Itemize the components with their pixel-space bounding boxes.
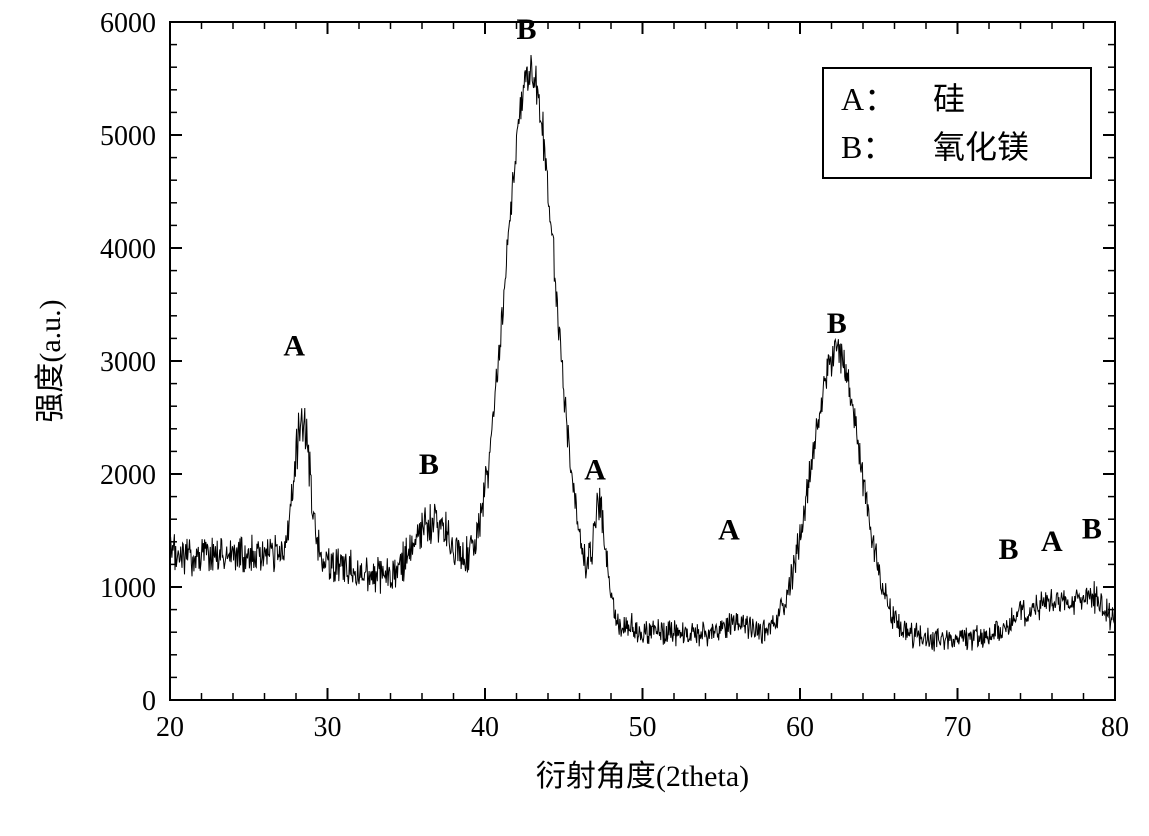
legend-value: 硅 (933, 81, 965, 117)
x-tick-label: 30 (314, 712, 342, 743)
y-tick-label: 1000 (100, 573, 156, 604)
x-axis-label: 衍射角度(2theta) (536, 760, 749, 793)
peak-label: A (718, 514, 740, 547)
y-tick-label: 2000 (100, 460, 156, 491)
peak-label: B (1082, 512, 1102, 545)
peak-label: B (419, 448, 439, 481)
legend-value: 氧化镁 (933, 129, 1029, 165)
y-tick-label: 5000 (100, 121, 156, 152)
y-axis-label: 强度(a.u.) (34, 299, 67, 422)
peak-label: A (283, 329, 305, 362)
peak-label: B (517, 13, 537, 46)
peak-label: A (1041, 525, 1063, 558)
x-tick-label: 20 (156, 712, 184, 743)
xrd-chart: 20 30 40 50 60 70 80 衍射角度(2theta) 0 1000 2000 3000 4… (0, 0, 1149, 836)
peak-label: B (827, 307, 847, 340)
y-tick-label: 3000 (100, 347, 156, 378)
peak-label: A (584, 454, 606, 487)
peak-label: B (998, 533, 1018, 566)
x-tick-label: 70 (944, 712, 972, 743)
y-tick-label: 0 (142, 686, 156, 717)
legend-key: A： (841, 81, 896, 117)
y-tick-label: 6000 (100, 8, 156, 39)
legend-key: B： (841, 129, 894, 165)
x-tick-label: 60 (786, 712, 814, 743)
chart-svg: 20 30 40 50 60 70 80 衍射角度(2theta) 0 1000 2000 3000 4… (0, 0, 1149, 836)
x-tick-label: 80 (1101, 712, 1129, 743)
y-tick-label: 4000 (100, 234, 156, 265)
x-tick-label: 40 (471, 712, 499, 743)
x-tick-label: 50 (629, 712, 657, 743)
